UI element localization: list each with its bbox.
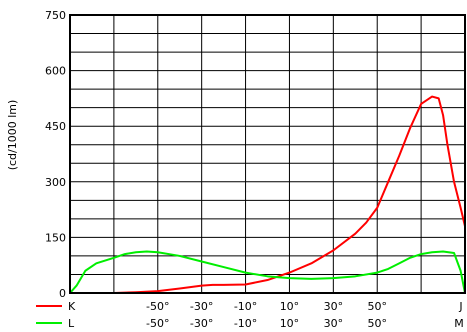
- x-tick-label-row1: -50°: [146, 300, 169, 313]
- y-tick-label: 750: [45, 9, 66, 22]
- y-tick-label: 450: [45, 120, 66, 133]
- y-tick-label: 300: [45, 176, 66, 189]
- x-tick-label-row2: -10°: [234, 317, 257, 330]
- x-tick-label-row1: 30°: [324, 300, 344, 313]
- legend-label-k: K: [68, 300, 76, 313]
- x-end-label-row2: M: [454, 317, 464, 330]
- x-tick-label-row2: -50°: [146, 317, 169, 330]
- plot-frame: [69, 14, 466, 294]
- legend: KL: [36, 300, 76, 330]
- x-tick-label-row2: 50°: [367, 317, 387, 330]
- x-tick-label-row2: 10°: [280, 317, 300, 330]
- series-line-k: [69, 95, 466, 294]
- x-end-label-row1: J: [458, 300, 462, 313]
- x-tick-label-row1: 10°: [280, 300, 300, 313]
- y-tick-labels: 0 150 300 450 600 750: [45, 9, 66, 300]
- x-tick-labels: -50° -50° -30° -30° -10° -10° 10° 10° 30° 30° 50° 5…: [146, 300, 464, 330]
- y-tick-label: 0: [59, 287, 66, 300]
- y-axis-label: (cd/1000 lm): [6, 100, 19, 171]
- series-line-l: [69, 250, 466, 294]
- y-tick-label: 600: [45, 65, 66, 78]
- y-tick-label: 150: [45, 231, 66, 244]
- legend-label-l: L: [68, 317, 75, 330]
- x-tick-label-row1: -30°: [190, 300, 213, 313]
- x-tick-label-row2: -30°: [190, 317, 213, 330]
- x-tick-label-row1: 50°: [367, 300, 387, 313]
- x-tick-label-row1: -10°: [234, 300, 257, 313]
- chart-grid: [69, 14, 466, 294]
- series-lines: [69, 95, 466, 294]
- x-tick-label-row2: 30°: [324, 317, 344, 330]
